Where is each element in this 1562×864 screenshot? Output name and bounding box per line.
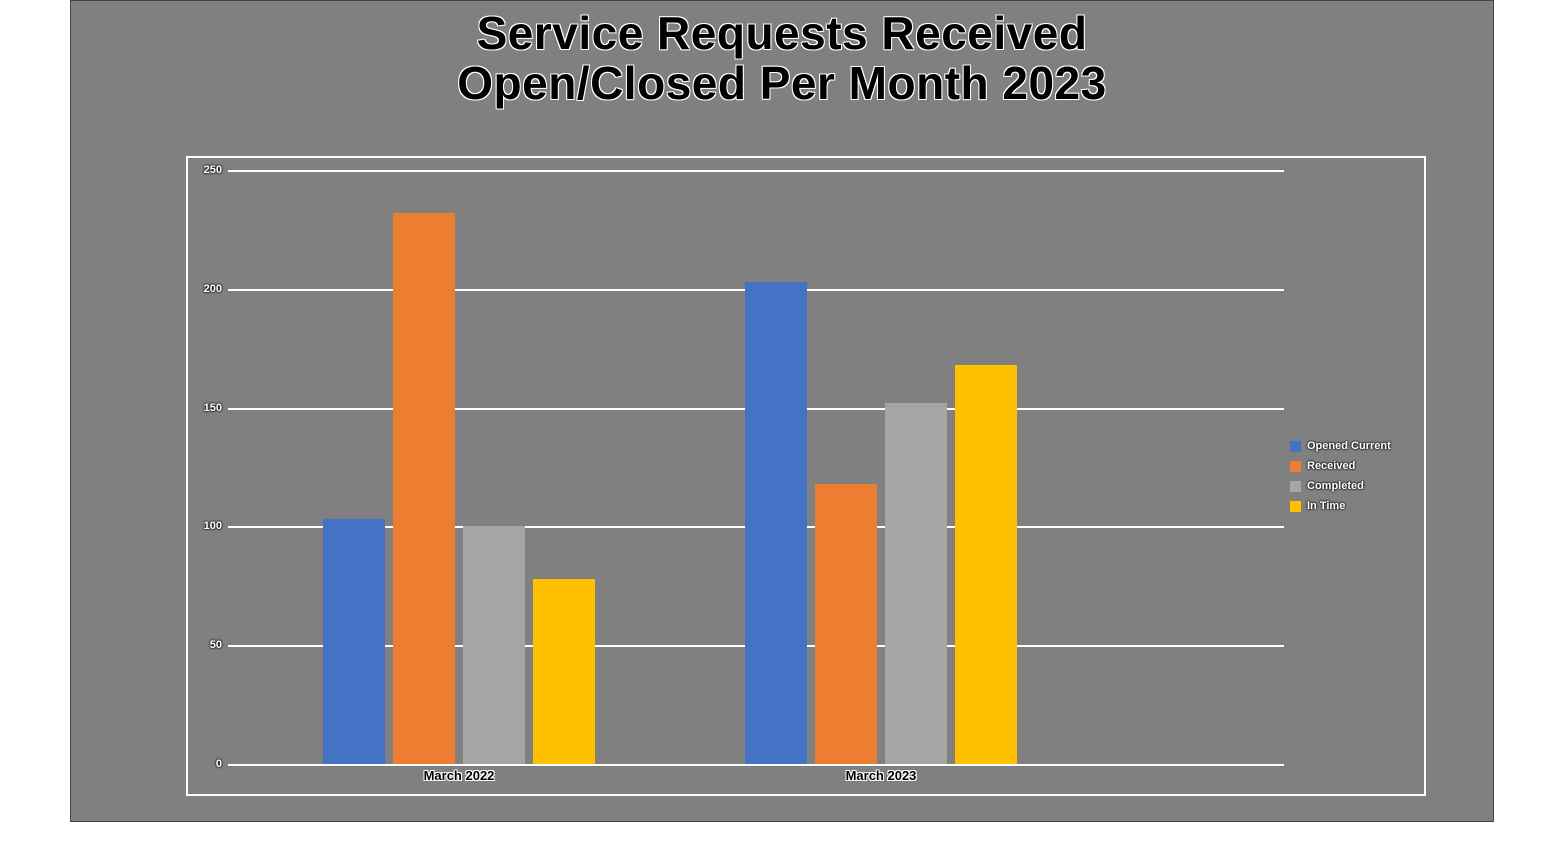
x-category-label: March 2023 bbox=[846, 768, 917, 783]
legend: Opened Current Received Completed In Time bbox=[1290, 432, 1418, 520]
legend-swatch bbox=[1290, 441, 1301, 452]
y-tick-label: 250 bbox=[204, 164, 222, 176]
legend-item: Received bbox=[1290, 460, 1418, 472]
legend-label: Completed bbox=[1307, 480, 1364, 492]
legend-item: Opened Current bbox=[1290, 440, 1418, 452]
page: Service Requests Received Open/Closed Pe… bbox=[0, 0, 1562, 864]
bar bbox=[815, 484, 877, 764]
legend-swatch bbox=[1290, 501, 1301, 512]
plot-area: 050100150200250March 2022March 2023 bbox=[228, 170, 1284, 764]
bar bbox=[955, 365, 1017, 764]
legend-item: In Time bbox=[1290, 500, 1418, 512]
legend-swatch bbox=[1290, 481, 1301, 492]
legend-swatch bbox=[1290, 461, 1301, 472]
bar bbox=[323, 519, 385, 764]
chart-title-line2: Open/Closed Per Month 2023 bbox=[71, 59, 1493, 109]
bar bbox=[463, 526, 525, 764]
chart-title-line1: Service Requests Received bbox=[71, 9, 1493, 59]
y-tick-label: 100 bbox=[204, 520, 222, 532]
chart-title: Service Requests Received Open/Closed Pe… bbox=[71, 9, 1493, 108]
y-tick-label: 0 bbox=[216, 758, 222, 770]
gridline bbox=[228, 764, 1284, 766]
gridline bbox=[228, 170, 1284, 172]
y-tick-label: 150 bbox=[204, 402, 222, 414]
bar bbox=[885, 403, 947, 764]
legend-label: Received bbox=[1307, 460, 1355, 472]
legend-item: Completed bbox=[1290, 480, 1418, 492]
x-category-label: March 2022 bbox=[424, 768, 495, 783]
bar bbox=[533, 579, 595, 764]
y-tick-label: 50 bbox=[210, 639, 222, 651]
legend-label: In Time bbox=[1307, 500, 1345, 512]
bar bbox=[745, 282, 807, 764]
bar bbox=[393, 213, 455, 764]
legend-label: Opened Current bbox=[1307, 440, 1391, 452]
chart-frame: 050100150200250March 2022March 2023 Open… bbox=[186, 156, 1426, 796]
chart-panel: Service Requests Received Open/Closed Pe… bbox=[70, 0, 1494, 822]
y-tick-label: 200 bbox=[204, 283, 222, 295]
